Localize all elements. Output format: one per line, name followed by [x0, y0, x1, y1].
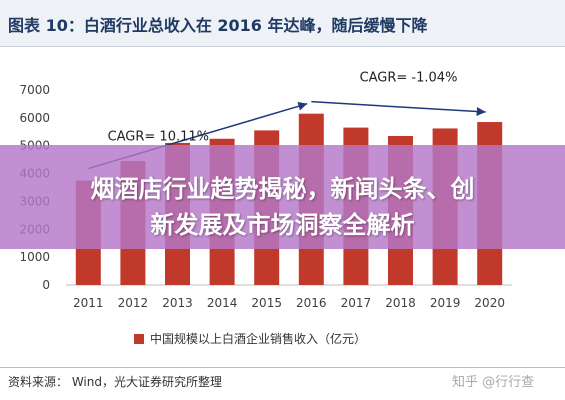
- x-tick-label: 2019: [430, 296, 461, 310]
- legend: 中国规模以上白酒企业销售收入（亿元）: [134, 330, 366, 347]
- x-tick-label: 2014: [207, 296, 238, 310]
- source-note: 资料来源： Wind，光大证券研究所整理: [8, 375, 222, 389]
- figure-title-bar: 图表 10：白酒行业总收入在 2016 年达峰，随后缓慢下降: [0, 0, 565, 47]
- cagr-arrow: [311, 100, 486, 116]
- legend-swatch: [134, 333, 144, 344]
- y-tick-label: 7000: [19, 83, 50, 97]
- x-tick-label: 2018: [385, 296, 416, 310]
- x-tick-label: 2013: [162, 296, 193, 310]
- x-tick-label: 2011: [73, 296, 104, 310]
- figure-title: 图表 10：白酒行业总收入在 2016 年达峰，随后缓慢下降: [8, 16, 428, 35]
- overlay-headline-line2: 新发展及市场洞察全解析: [150, 211, 415, 239]
- cagr-label: CAGR= -1.04%: [360, 71, 458, 86]
- x-tick-label: 2012: [118, 296, 149, 310]
- x-tick-label: 2020: [474, 296, 505, 310]
- watermark: 知乎 @行行查: [452, 375, 535, 390]
- y-tick-label: 6000: [19, 111, 50, 125]
- cagr-label: CAGR= 10.11%: [108, 130, 209, 145]
- x-tick-label: 2016: [296, 296, 327, 310]
- overlay-banner: 烟酒店行业趋势揭秘，新闻头条、创 新发展及市场洞察全解析: [0, 145, 565, 249]
- x-tick-label: 2015: [251, 296, 282, 310]
- x-tick-label: 2017: [341, 296, 372, 310]
- footer-divider: [0, 367, 565, 368]
- y-tick-label: 0: [42, 278, 50, 292]
- overlay-headline-line1: 烟酒店行业趋势揭秘，新闻头条、创: [90, 175, 475, 203]
- legend-label: 中国规模以上白酒企业销售收入（亿元）: [150, 332, 367, 346]
- y-tick-label: 1000: [19, 250, 50, 264]
